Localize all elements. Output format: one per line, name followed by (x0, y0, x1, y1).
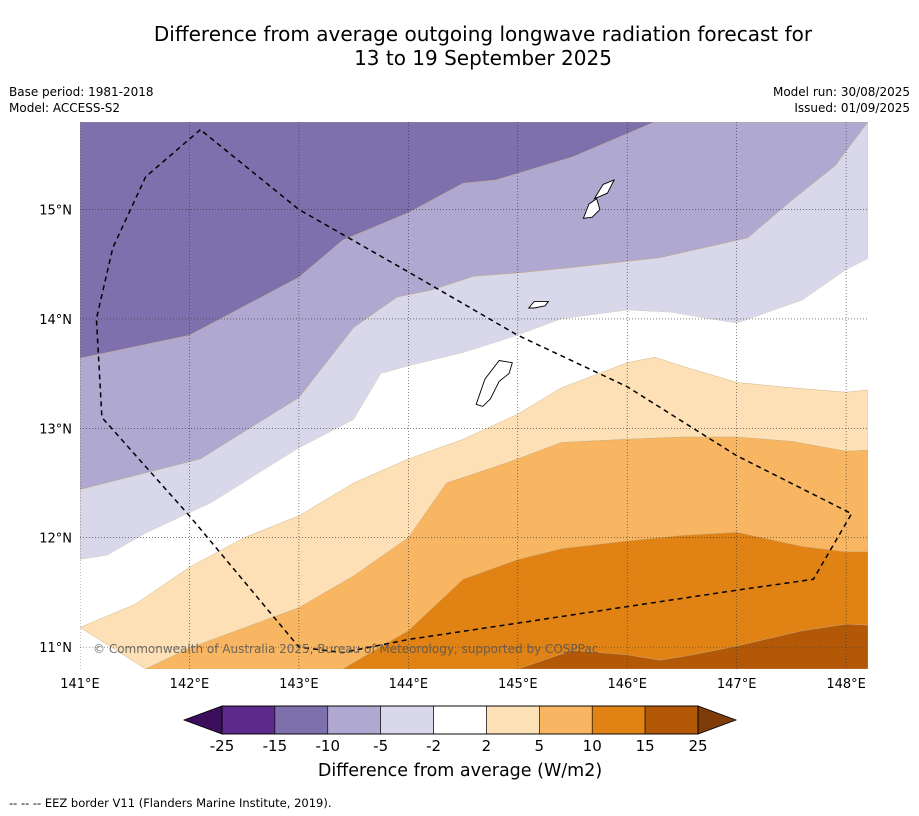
colorbar-tick-1: -15 (263, 737, 288, 755)
colorbar-segment-5 (486, 705, 540, 735)
model-text: Model: ACCESS-S2 (9, 101, 121, 115)
colorbar: -25 -15 -10 -5 -2 2 5 10 15 25 (182, 705, 738, 755)
x-tick-label-6: 147°E (717, 677, 757, 692)
colorbar-segment-0 (221, 705, 276, 735)
title-line-1: Difference from average outgoing longwav… (153, 22, 813, 46)
colorbar-tick-8: 15 (636, 737, 655, 755)
contour-band-1 (80, 122, 868, 490)
x-tick-label-3: 144°E (389, 677, 429, 692)
contour-band-4 (80, 356, 868, 669)
colorbar-segment-4 (433, 705, 487, 735)
colorbar-segment-6 (539, 705, 593, 735)
meta-right: Model run: 30/08/2025 Issued: 01/09/2025 (773, 84, 910, 116)
island-2 (582, 197, 601, 219)
x-tick-label-7: 148°E (826, 677, 866, 692)
colorbar-segment-1 (274, 705, 329, 735)
island-outlines (475, 179, 616, 407)
colorbar-tick-6: 5 (535, 737, 545, 755)
y-tick-label-1: 12°N (39, 532, 72, 547)
colorbar-segment-2 (327, 705, 381, 735)
meta-left: Base period: 1981-2018 Model: ACCESS-S2 (9, 84, 154, 116)
model-run-text: Model run: 30/08/2025 (772, 85, 910, 99)
chart-title: Difference from average outgoing longwav… (60, 22, 906, 70)
plot-background (80, 122, 868, 669)
footer-note: -- -- -- EEZ border V11 (Flanders Marine… (9, 796, 332, 810)
x-tick-label-4: 145°E (498, 677, 538, 692)
x-tick-label-5: 146°E (607, 677, 647, 692)
x-tick-label-2: 143°E (279, 677, 319, 692)
base-period-text: Base period: 1981-2018 (9, 85, 154, 99)
x-tick-labels: 141°E 142°E 143°E 144°E 145°E 146°E 147°E 148°E (60, 677, 866, 692)
copyright-text: © Commonwealth of Australia 2025, Bureau… (93, 642, 598, 656)
eez-border-line (95, 129, 853, 654)
contour-band-3 (80, 258, 868, 628)
contour-band-2 (80, 122, 868, 560)
y-tick-label-4: 15°N (39, 204, 72, 219)
y-tick-label-3: 14°N (39, 313, 72, 328)
colorbar-label: Difference from average (W/m2) (317, 761, 603, 781)
colorbar-segment-3 (380, 705, 434, 735)
colorbar-tick-3: -5 (373, 737, 388, 755)
colorbar-tick-9: 25 (688, 737, 707, 755)
contour-band-0 (80, 122, 655, 359)
contour-band-6 (342, 532, 868, 669)
y-tick-label-2: 13°N (39, 422, 72, 437)
colorbar-tick-4: -2 (426, 737, 441, 755)
island-3 (593, 179, 616, 200)
colorbar-tick-0: -25 (210, 737, 235, 755)
x-tick-label-1: 142°E (170, 677, 210, 692)
eez-border (95, 129, 853, 654)
y-tick-label-0: 11°N (39, 641, 72, 656)
colorbar-segment-8 (644, 705, 699, 735)
title-line-2: 13 to 19 September 2025 (354, 46, 612, 70)
contour-band-7 (517, 623, 868, 669)
gridlines (80, 122, 868, 669)
colorbar-tick-7: 10 (583, 737, 602, 755)
island-1 (527, 300, 550, 309)
colorbar-outline (221, 705, 699, 735)
colorbar-tick-2: -10 (316, 737, 341, 755)
x-tick-label-0: 141°E (60, 677, 100, 692)
colorbar-segment-7 (591, 705, 646, 735)
colorbar-extend-high (697, 705, 738, 735)
issued-text: Issued: 01/09/2025 (794, 101, 910, 115)
colorbar-extend-low (182, 705, 223, 735)
island-0 (475, 360, 513, 407)
colorbar-tick-5: 2 (482, 737, 492, 755)
contour-bands (80, 122, 868, 669)
contour-band-5 (145, 436, 868, 669)
y-tick-labels: 11°N 12°N 13°N 14°N 15°N (39, 204, 72, 657)
